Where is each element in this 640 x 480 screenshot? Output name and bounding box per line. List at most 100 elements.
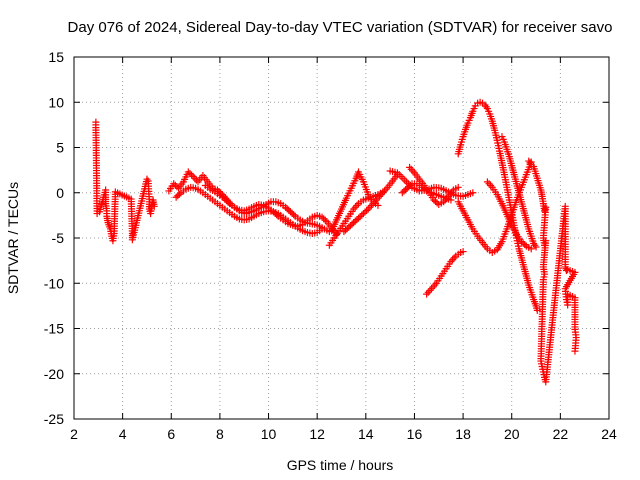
- data-point: [188, 171, 196, 179]
- data-point: [487, 182, 495, 190]
- x-axis-label: GPS time / hours: [287, 457, 394, 473]
- y-tick-label: -20: [44, 366, 64, 382]
- data-point: [173, 183, 181, 191]
- data-point: [286, 208, 294, 216]
- data-point: [424, 288, 432, 296]
- data-point: [562, 265, 570, 273]
- data-point: [353, 216, 361, 224]
- data-point: [429, 283, 437, 291]
- data-point: [376, 192, 384, 200]
- data-point: [351, 203, 359, 211]
- x-tick-label: 24: [601, 426, 617, 442]
- data-point: [521, 241, 529, 249]
- y-tick-label: 10: [48, 94, 64, 110]
- data-point: [282, 203, 290, 211]
- y-tick-label: 5: [56, 140, 64, 156]
- data-point: [405, 183, 413, 191]
- data-point: [171, 181, 179, 189]
- data-point: [175, 190, 183, 198]
- series-pass-I: [398, 180, 455, 204]
- data-point: [400, 187, 408, 195]
- axis-ticks: [73, 56, 610, 420]
- data-point: [430, 196, 438, 204]
- data-point: [366, 203, 374, 211]
- data-point: [318, 225, 326, 233]
- y-tick-label: 0: [56, 185, 64, 201]
- data-point: [174, 192, 182, 200]
- data-point: [374, 201, 382, 209]
- data-point: [526, 159, 534, 167]
- data-point: [571, 347, 579, 355]
- data-point: [351, 217, 359, 225]
- data-point: [285, 206, 293, 214]
- data-point: [361, 208, 369, 216]
- data-point: [346, 222, 354, 230]
- data-point: [353, 201, 361, 209]
- chart-title: Day 076 of 2024, Sidereal Day-to-day VTE…: [68, 19, 613, 36]
- x-tick-label: 2: [70, 426, 78, 442]
- data-point: [269, 208, 277, 216]
- data-point: [469, 189, 477, 197]
- data-point: [333, 230, 341, 238]
- data-point: [399, 174, 407, 182]
- data-point: [397, 172, 405, 180]
- data-point: [221, 195, 229, 203]
- series-pass-M: [483, 178, 535, 253]
- data-point: [426, 286, 434, 294]
- data-point: [485, 180, 493, 188]
- data-point: [431, 281, 439, 289]
- data-point: [454, 183, 462, 191]
- data-point: [402, 186, 410, 194]
- data-point: [224, 198, 232, 206]
- data-point: [359, 210, 367, 218]
- data-point: [532, 243, 540, 251]
- data-point: [358, 211, 366, 219]
- data-point: [184, 168, 192, 176]
- data-point: [222, 197, 230, 205]
- data-point: [401, 176, 409, 184]
- data-point: [527, 245, 535, 253]
- data-point: [450, 254, 458, 262]
- x-tick-label: 12: [309, 426, 325, 442]
- x-tick-label: 18: [455, 426, 471, 442]
- data-point: [283, 205, 291, 213]
- data-point: [355, 214, 363, 222]
- x-tick-label: 8: [216, 426, 224, 442]
- x-tick-label: 22: [553, 426, 569, 442]
- data-point: [340, 228, 348, 236]
- data-point: [447, 196, 455, 204]
- y-tick-label: -5: [52, 230, 65, 246]
- data-point: [356, 213, 364, 221]
- data-point: [519, 239, 527, 247]
- data-point: [170, 180, 178, 188]
- data-point: [288, 209, 296, 217]
- data-point: [191, 174, 199, 182]
- y-tick-label: -15: [44, 321, 64, 337]
- data-point: [172, 193, 180, 201]
- data-point: [348, 220, 356, 228]
- data-point: [406, 163, 414, 171]
- data-point: [407, 165, 415, 173]
- data-point: [517, 238, 525, 246]
- x-tick-label: 14: [358, 426, 374, 442]
- data-point: [367, 201, 375, 209]
- x-tick-label: 6: [167, 426, 175, 442]
- data-point: [403, 184, 411, 192]
- data-point: [406, 181, 414, 189]
- data-point: [343, 225, 351, 233]
- series-pass-E: [328, 168, 382, 235]
- data-point: [409, 167, 417, 175]
- series-pass-L: [423, 248, 467, 298]
- data-point: [449, 256, 457, 264]
- series-pass-K: [454, 98, 541, 314]
- x-tick-label: 20: [504, 426, 520, 442]
- y-tick-label: -25: [44, 411, 64, 427]
- x-tick-label: 4: [119, 426, 127, 442]
- series-pass-C: [201, 182, 341, 238]
- series-pass-F: [340, 171, 401, 236]
- data-point: [459, 248, 467, 256]
- data-point: [273, 211, 281, 219]
- series-pass-N: [498, 133, 540, 251]
- data-point: [318, 213, 326, 221]
